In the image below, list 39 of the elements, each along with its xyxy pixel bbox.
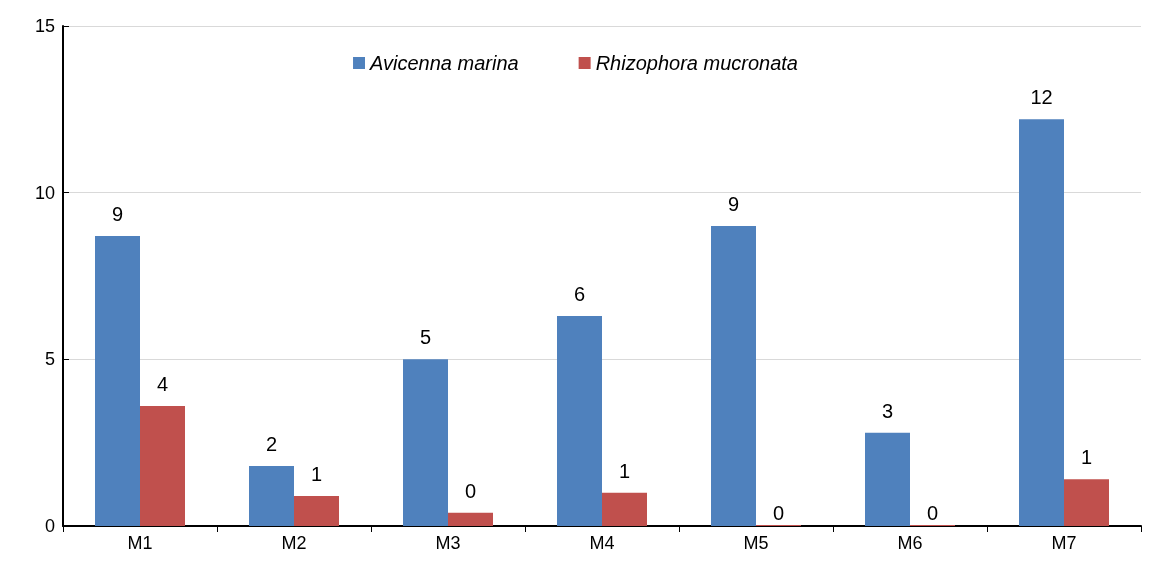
y-tick-label: 5	[44, 349, 55, 370]
bar	[711, 226, 756, 526]
data-label: 1	[618, 459, 631, 482]
bar	[1064, 479, 1109, 526]
bar	[294, 496, 339, 526]
x-tick-label: M2	[281, 533, 307, 553]
data-label: 5	[419, 326, 432, 349]
bar	[249, 466, 294, 526]
bar	[865, 432, 910, 526]
bar	[557, 316, 602, 526]
x-tick-label: M3	[435, 533, 461, 553]
bar	[95, 236, 140, 526]
x-tick-label: M5	[743, 533, 769, 553]
bar	[1019, 119, 1064, 526]
data-label: 12	[1030, 86, 1053, 109]
legend-label: Avicenna marina	[369, 52, 519, 74]
data-label: 2	[265, 433, 278, 455]
data-label: 0	[772, 502, 785, 524]
data-label: 1	[1080, 446, 1093, 469]
y-tick-label: 0	[44, 516, 55, 536]
bar	[602, 492, 647, 526]
data-label: 6	[573, 283, 586, 305]
data-label: 4	[156, 373, 169, 395]
data-label: 1	[310, 463, 323, 485]
y-tick-label: 15	[34, 16, 55, 36]
bar	[403, 359, 448, 526]
data-label: 9	[727, 193, 740, 215]
x-tick-label: M1	[127, 533, 153, 553]
x-tick-label: M4	[589, 533, 615, 553]
x-tick-label: M7	[1051, 533, 1077, 553]
data-label: 0	[464, 479, 477, 502]
data-label: 3	[881, 399, 894, 422]
data-label: 9	[111, 203, 124, 225]
bar	[448, 512, 493, 526]
data-label: 0	[926, 502, 939, 524]
bar	[140, 406, 185, 526]
legend-label: Rhizophora mucronata	[595, 52, 798, 74]
y-tick-label: 10	[34, 182, 55, 203]
x-tick-label: M6	[897, 533, 923, 553]
